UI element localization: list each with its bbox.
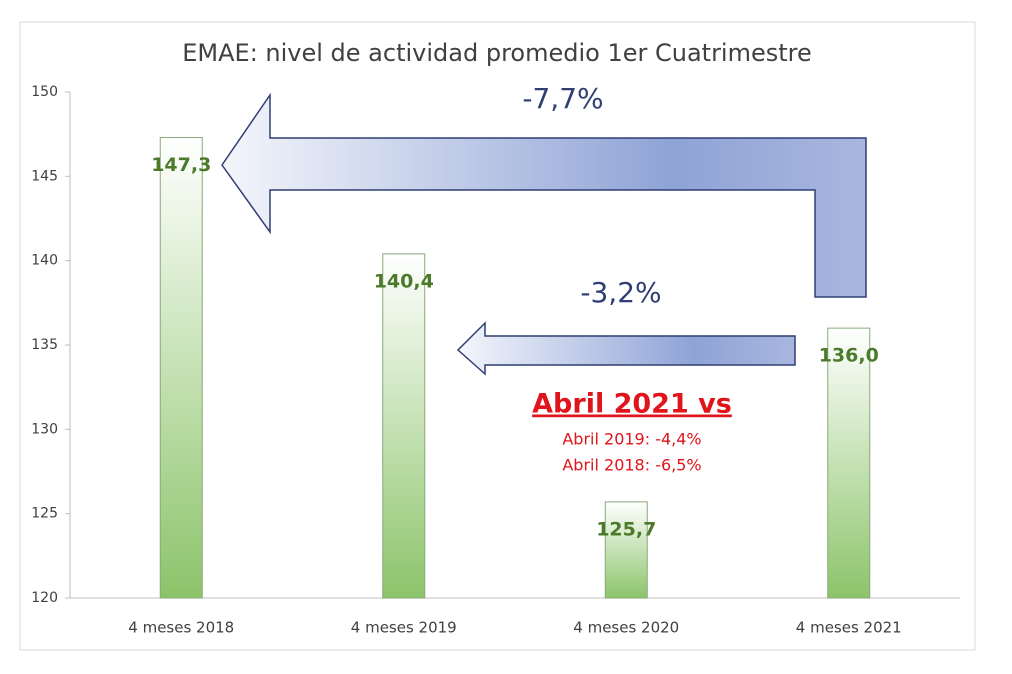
- arrow-small: [456, 321, 796, 376]
- value-label: 136,0: [819, 345, 879, 367]
- annotation-heading: Abril 2021 vs: [532, 389, 732, 420]
- value-label: 140,4: [374, 270, 434, 292]
- annotation-small-drop: -3,2%: [580, 276, 661, 309]
- annotation-line: Abril 2019: -4,4%: [562, 430, 701, 449]
- y-tick-label: 125: [31, 506, 58, 522]
- bar: [827, 327, 871, 599]
- y-tick-label: 135: [31, 337, 58, 353]
- y-tick-label: 140: [31, 253, 58, 269]
- y-tick-label: 150: [31, 84, 58, 100]
- arrow-large: [221, 92, 867, 298]
- x-tick-label: 4 meses 2019: [351, 619, 457, 637]
- y-tick-label: 120: [31, 590, 58, 606]
- bar: [382, 253, 426, 599]
- value-label: 147,3: [151, 154, 211, 176]
- bar: [159, 137, 203, 599]
- x-tick-label: 4 meses 2018: [128, 619, 234, 637]
- annotation-large-drop: -7,7%: [522, 82, 603, 115]
- value-label: 125,7: [596, 518, 656, 540]
- y-tick-label: 145: [31, 168, 58, 184]
- bar: [604, 501, 648, 599]
- annotation-line: Abril 2018: -6,5%: [562, 456, 701, 475]
- y-tick-label: 130: [31, 421, 58, 437]
- chart-title: EMAE: nivel de actividad promedio 1er Cu…: [182, 39, 812, 67]
- x-tick-label: 4 meses 2020: [573, 619, 679, 637]
- x-tick-label: 4 meses 2021: [796, 619, 902, 637]
